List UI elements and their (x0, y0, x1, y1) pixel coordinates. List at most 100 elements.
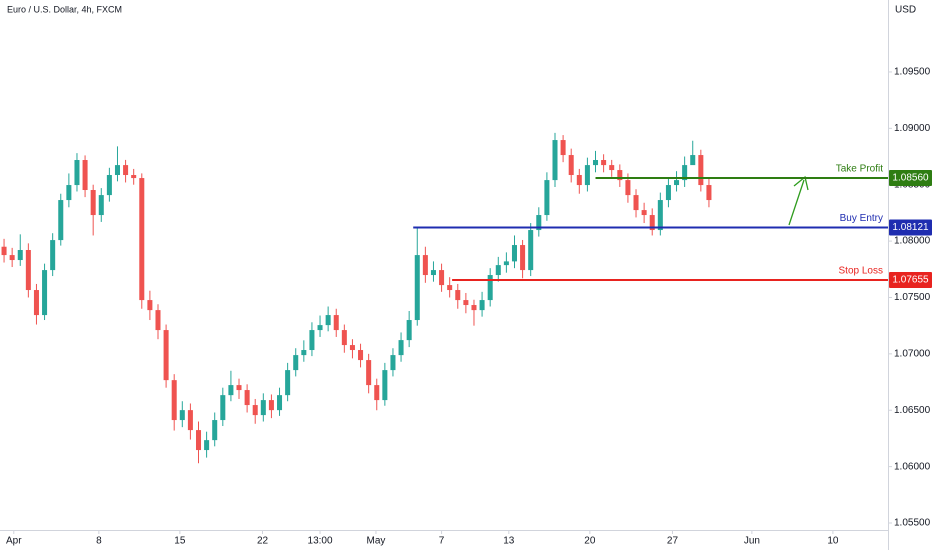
candle-body (277, 395, 283, 411)
candle-body (309, 330, 315, 351)
candle-body (268, 400, 274, 411)
candle-body (98, 195, 104, 216)
candle-body (171, 380, 177, 421)
x-tick-label: Apr (6, 536, 22, 547)
candle-body (1, 246, 7, 256)
x-tick-label: 13 (503, 536, 515, 547)
candle-body (139, 178, 145, 301)
candle-body (9, 255, 15, 261)
candle-body (366, 360, 372, 386)
candle-body (625, 180, 631, 196)
candle-body (131, 175, 137, 179)
x-tick-label: 13:00 (308, 536, 333, 547)
candle-body (358, 350, 364, 361)
level-price-label: 1.08121 (892, 222, 929, 233)
candle-body (706, 185, 712, 201)
candle-body (422, 255, 428, 276)
candle-body (649, 215, 655, 231)
candle-body (406, 320, 412, 341)
candle-body (333, 315, 339, 331)
x-tick-label: 20 (584, 536, 596, 547)
candle-body (17, 250, 23, 261)
candle-body (301, 350, 307, 356)
candle-body (252, 405, 258, 416)
level-price-box (889, 219, 932, 236)
candle-body (414, 255, 420, 321)
candle-body (220, 395, 226, 421)
candle-body (439, 270, 445, 286)
candle-body (325, 315, 331, 326)
x-tick-label: 15 (174, 536, 186, 547)
y-tick-label: 1.05500 (894, 518, 931, 529)
candle-body (520, 245, 526, 271)
x-tick-label: 27 (667, 536, 679, 547)
y-tick-label: 1.08000 (894, 236, 931, 247)
candle-body (511, 245, 518, 262)
candle-body (568, 155, 574, 176)
candle-body (42, 270, 48, 316)
y-tick-label: 1.07500 (894, 292, 931, 303)
level-price-box (889, 169, 932, 186)
candle-body (544, 180, 550, 216)
candle-body (50, 240, 56, 271)
candles (1, 132, 712, 464)
y-tick-label: 1.07000 (894, 349, 931, 360)
candle-body (382, 370, 388, 401)
candle-body (665, 185, 671, 201)
candle-body (674, 180, 680, 186)
y-tick-label: 1.06000 (894, 461, 931, 472)
candle-body (601, 160, 607, 166)
candle-body (479, 300, 485, 311)
candle-body (212, 420, 218, 441)
level-name: Buy Entry (840, 213, 883, 224)
candle-body (609, 165, 615, 171)
candle-body (260, 400, 266, 416)
level-name: Stop Loss (839, 266, 883, 277)
candle-body (341, 330, 347, 346)
candle-body (576, 175, 582, 186)
level-price-label: 1.07655 (892, 275, 929, 286)
candle-body (390, 355, 396, 371)
candle-body (374, 385, 380, 401)
candle-body (90, 190, 96, 216)
candle-body (33, 290, 39, 316)
candle-body (317, 325, 323, 331)
candle-body (187, 410, 193, 431)
candle-body (495, 265, 501, 276)
candle-body (244, 390, 250, 406)
candle-body (236, 385, 242, 391)
y-tick-label: 1.06500 (894, 405, 931, 416)
candle-body (349, 345, 355, 351)
candle-body (163, 330, 169, 381)
candle-body (657, 200, 663, 231)
candle-body (592, 160, 599, 166)
candle-body (285, 370, 291, 396)
candle-body (82, 160, 88, 191)
candle-body (179, 410, 185, 421)
candle-body (398, 340, 404, 356)
candle-body (228, 385, 234, 396)
candle-body (633, 195, 639, 211)
x-tick-label: 8 (96, 536, 102, 547)
candle-body (698, 155, 704, 186)
candle-body (155, 310, 161, 331)
candle-body (204, 440, 210, 451)
candle-body (147, 300, 153, 311)
x-tick-label: 10 (827, 536, 839, 547)
candle-body (463, 300, 469, 306)
candle-body (106, 175, 112, 196)
candle-body (503, 261, 509, 266)
x-tick-label: Jun (744, 536, 760, 547)
chart-title: Euro / U.S. Dollar, 4h, FXCM (7, 4, 122, 14)
candle-body (682, 165, 688, 181)
candle-body (552, 140, 558, 181)
level-price-box (889, 271, 932, 288)
candle-body (293, 355, 299, 371)
candle-body (430, 270, 436, 276)
candle-body (690, 155, 696, 166)
candle-body (617, 170, 623, 181)
candle-body (123, 165, 129, 176)
x-tick-label: 22 (257, 536, 269, 547)
